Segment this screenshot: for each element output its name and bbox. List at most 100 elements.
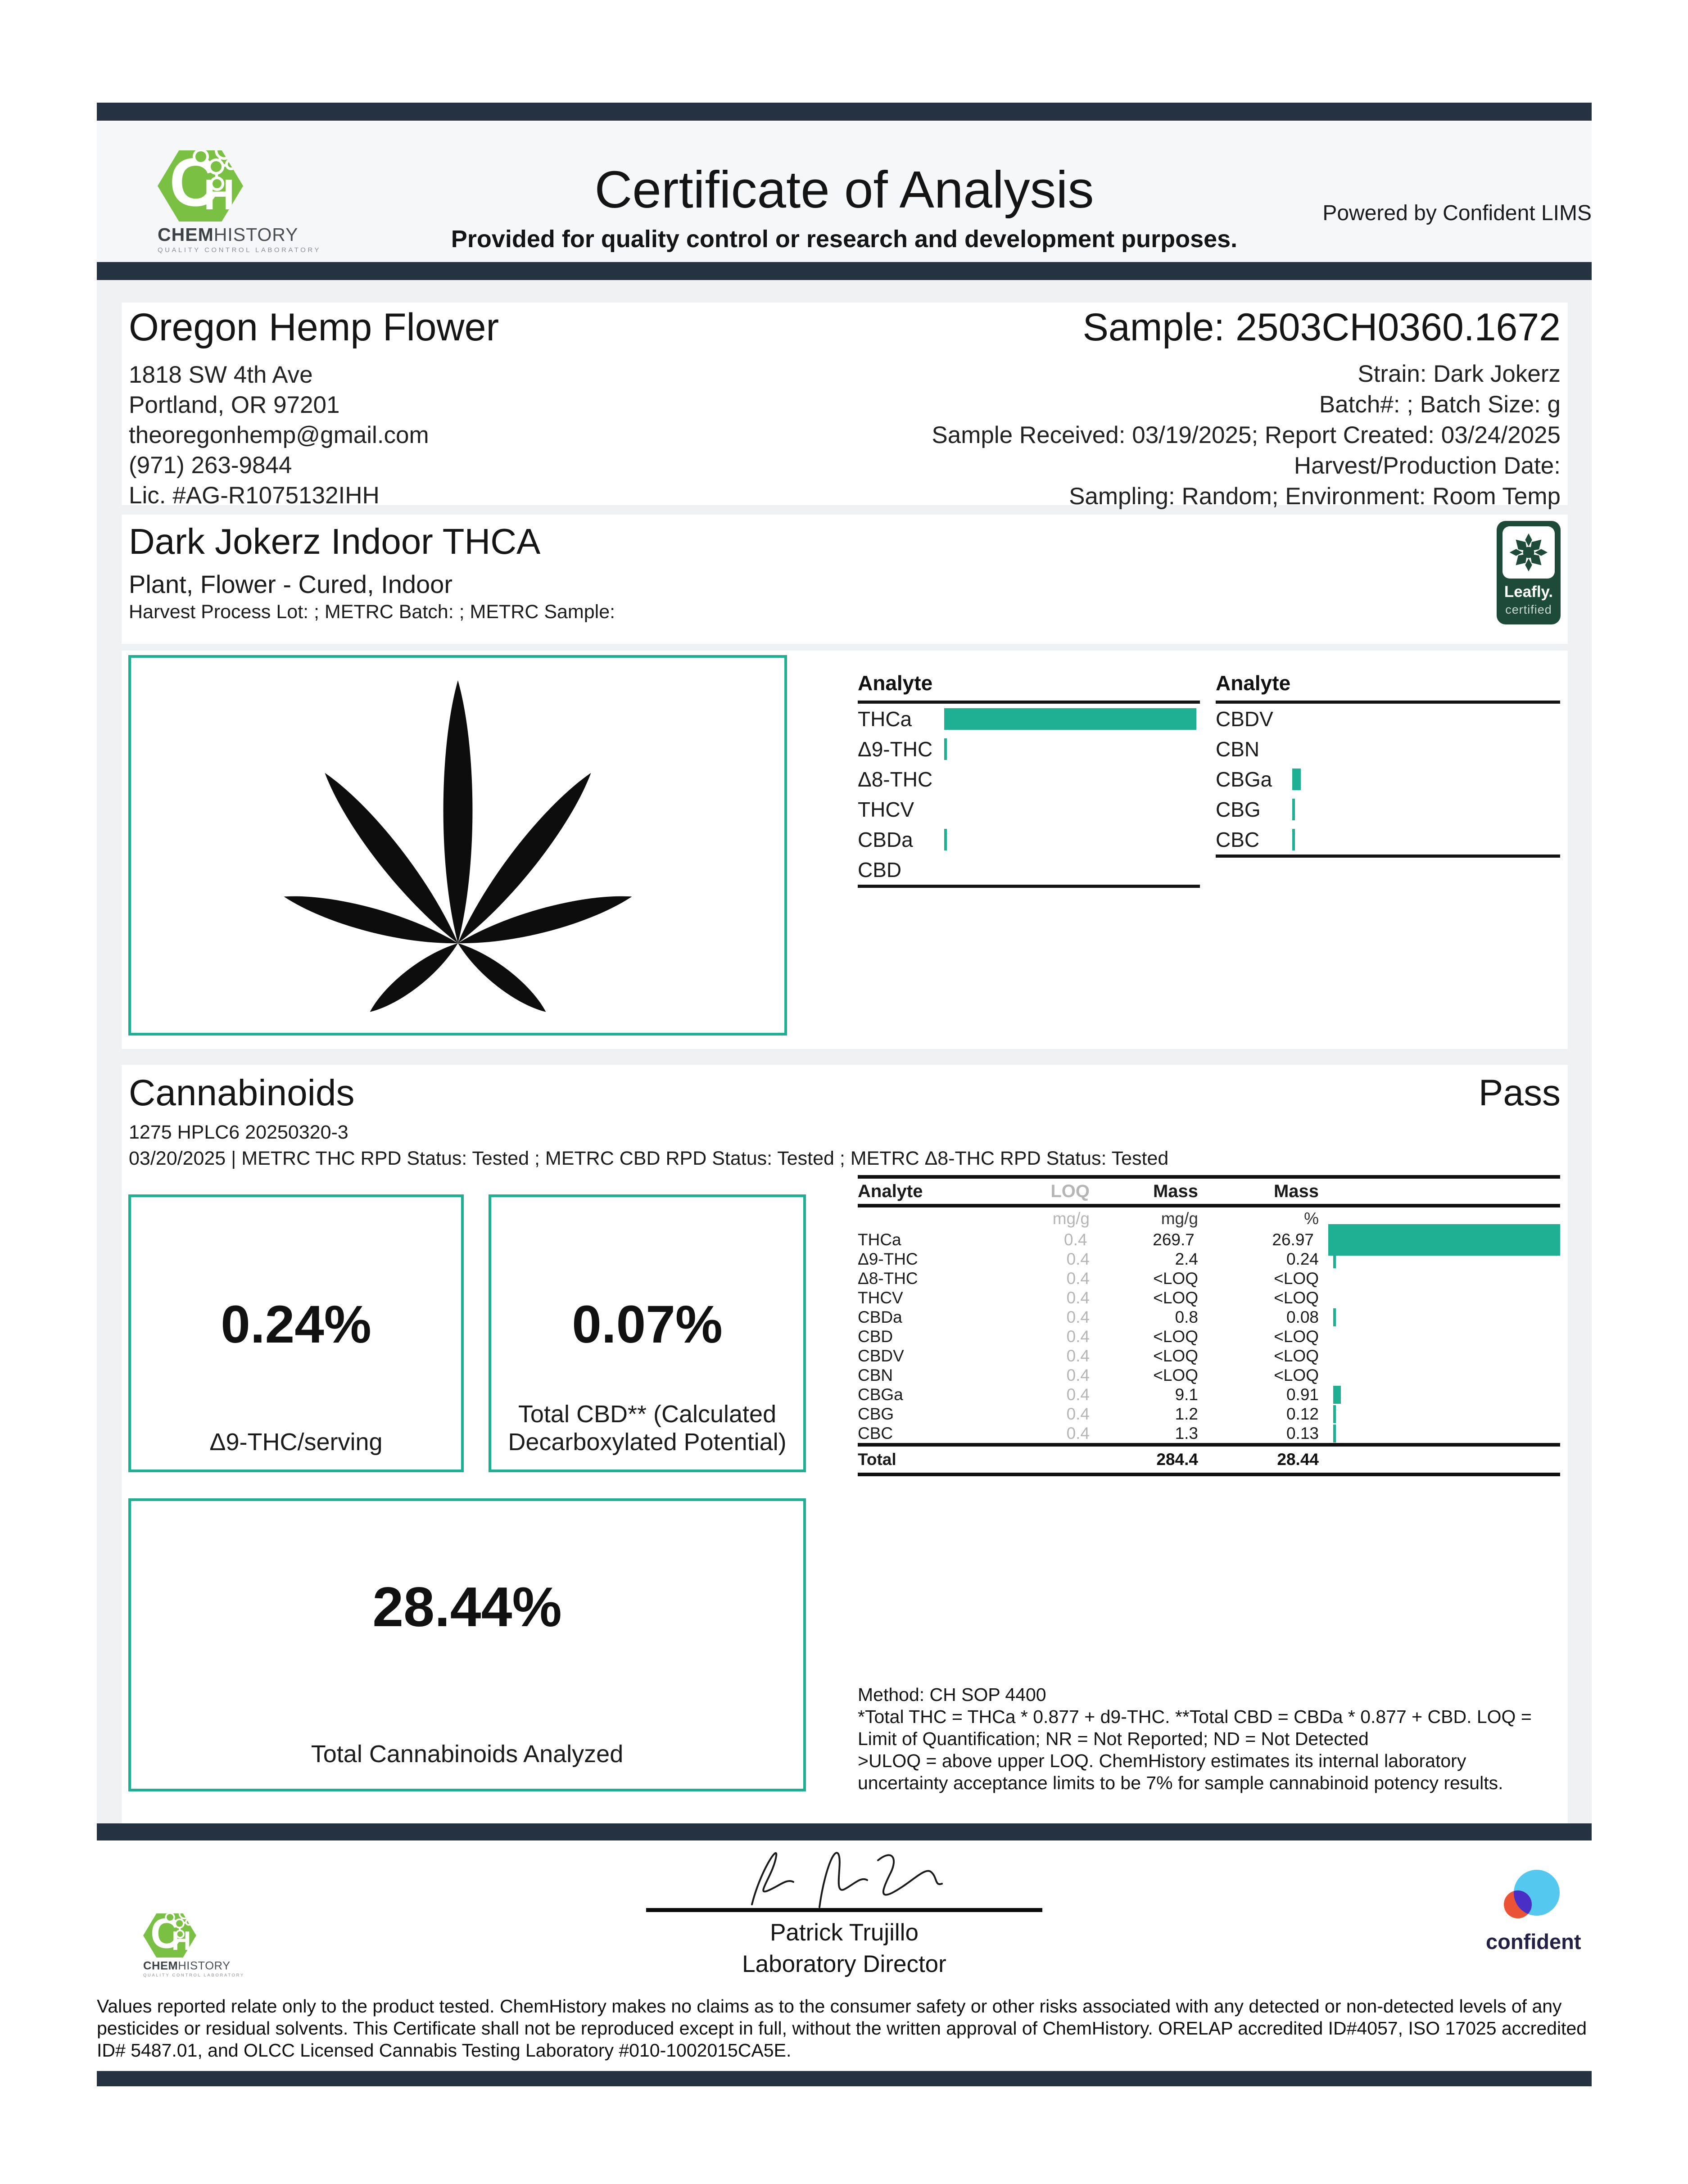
total-label: Total [858, 1450, 896, 1469]
stat-value: 0.07% [572, 1295, 723, 1354]
header-band: C H CHEMHISTORY QUALITY CONTROL LABORATO… [97, 121, 1592, 262]
cell-loq: 0.4 [1066, 1269, 1090, 1288]
analyte-label: CBN [1216, 737, 1260, 761]
analyte-overview-right-rows: CBDV CBN CBGa CBG CBC [1216, 704, 1560, 858]
table-row: Δ8-THC 0.4 <LOQ <LOQ [858, 1269, 1560, 1288]
cell-analyte: THCa [858, 1230, 901, 1249]
col-header-mass-mg: Mass [1153, 1181, 1198, 1201]
analyte-label: CBG [1216, 797, 1261, 821]
chemhistory-hexagon-icon: C H [143, 1913, 196, 1958]
cell-loq: 0.4 [1066, 1346, 1090, 1365]
client-phone: (971) 263-9844 [129, 452, 292, 479]
analyte-label: CBDa [858, 827, 913, 851]
confident-lims-icon [1504, 1870, 1560, 1918]
stat-box-total-cbd: 0.07% Total CBD** (Calculated Decarboxyl… [489, 1194, 806, 1472]
wordmark-history: HISTORY [213, 224, 299, 245]
cell-analyte: CBG [858, 1404, 894, 1423]
analyte-label: Δ8-THC [858, 767, 933, 791]
cell-loq: 0.4 [1066, 1327, 1090, 1346]
cell-mass-mg: <LOQ [1153, 1327, 1198, 1346]
unit-mass-mg: mg/g [1161, 1209, 1198, 1228]
analyte-bar [944, 708, 1196, 730]
cell-mass-mg: <LOQ [1153, 1269, 1198, 1288]
top-divider-bar [97, 103, 1592, 121]
cell-analyte: CBGa [858, 1385, 903, 1404]
stat-label: Total Cannabinoids Analyzed [311, 1741, 624, 1768]
cell-bar [1319, 1385, 1560, 1404]
product-card: Dark Jokerz Indoor THCA Plant, Flower - … [122, 515, 1568, 644]
stat-box-d9-thc-serving: 0.24% Δ9-THC/serving [128, 1194, 464, 1472]
cell-analyte: CBDa [858, 1307, 902, 1326]
analyte-bar [944, 828, 947, 850]
unit-mass-pct: % [1304, 1209, 1319, 1228]
mass-pct-bar [1333, 1424, 1336, 1442]
cell-bar [1319, 1405, 1560, 1423]
mass-pct-bar [1333, 1385, 1341, 1404]
analyte-label: THCa [858, 707, 912, 731]
leafly-certified-badge: Leafly. certified [1497, 521, 1561, 624]
signature-line [646, 1908, 1042, 1912]
confident-wordmark: confident [1486, 1930, 1581, 1953]
chemhistory-tagline: QUALITY CONTROL LABORATORY [158, 246, 321, 254]
cell-mass-pct: 0.08 [1286, 1307, 1319, 1326]
table-row: CBD 0.4 <LOQ <LOQ [858, 1327, 1560, 1346]
analyte-label: CBDV [1216, 707, 1273, 731]
disclaimer-text: Values reported relate only to the produ… [97, 1996, 1587, 2061]
table-row: Δ9-THC 0.4 2.4 0.24 [858, 1249, 1560, 1269]
analyte-label: CBGa [1216, 767, 1272, 791]
analyte-overview-row: CBG [1216, 794, 1560, 824]
table-row: CBG 0.4 1.2 0.12 [858, 1404, 1560, 1424]
col-header-analyte: Analyte [858, 1181, 923, 1201]
cell-mass-mg: 1.2 [1175, 1404, 1198, 1423]
product-type: Plant, Flower - Cured, Indoor [129, 570, 453, 598]
stat-box-total-cannabinoids: 28.44% Total Cannabinoids Analyzed [128, 1498, 806, 1791]
mass-pct-bar [1328, 1224, 1560, 1256]
product-name: Dark Jokerz Indoor THCA [129, 521, 541, 561]
client-sample-card: Oregon Hemp Flower 1818 SW 4th Ave Portl… [122, 303, 1568, 510]
sample-harvest-date: Harvest/Production Date: [1294, 452, 1561, 479]
wordmark-chem: CHEM [158, 224, 214, 245]
cell-mass-pct: <LOQ [1274, 1327, 1319, 1346]
signatory-title: Laboratory Director [742, 1951, 946, 1977]
cell-mass-pct: <LOQ [1274, 1366, 1319, 1384]
table-units-row: mg/g mg/g % [858, 1207, 1560, 1230]
table-row: CBN 0.4 <LOQ <LOQ [858, 1366, 1560, 1385]
analyte-label: Δ9-THC [858, 737, 933, 761]
cell-mass-pct: <LOQ [1274, 1288, 1319, 1307]
analyte-overview-row: CBC [1216, 824, 1560, 855]
cell-mass-pct: 26.97 [1272, 1230, 1314, 1249]
table-row: THCa 0.4 269.7 26.97 [858, 1224, 1560, 1256]
cell-mass-mg: 1.3 [1175, 1424, 1198, 1442]
table-row: CBDa 0.4 0.8 0.08 [858, 1307, 1560, 1327]
analyte-overview-row: CBN [1216, 734, 1560, 764]
stat-label: Total CBD** (Calculated Decarboxylated P… [508, 1401, 787, 1456]
analyte-overview-right: Analyte CBDV CBN CBGa CBG CBC [1216, 671, 1560, 858]
table-row: CBDV 0.4 <LOQ <LOQ [858, 1346, 1560, 1366]
analyte-overview-row: THCa [858, 704, 1200, 734]
cell-analyte: CBC [858, 1424, 893, 1442]
page-title: Certificate of Analysis [594, 160, 1094, 219]
sample-received: Sample Received: 03/19/2025; Report Crea… [932, 422, 1561, 448]
cell-loq: 0.4 [1066, 1249, 1090, 1268]
mass-pct-bar [1333, 1250, 1336, 1268]
molecule-icon [193, 150, 237, 191]
cell-mass-pct: 0.91 [1286, 1385, 1319, 1404]
unit-loq: mg/g [1052, 1209, 1090, 1228]
cell-mass-pct: 0.24 [1286, 1249, 1319, 1268]
table-body: THCa 0.4 269.7 26.97 Δ9-THC 0.4 2.4 0.24 Δ8-THC 0… [858, 1224, 1560, 1443]
cell-analyte: Δ8-THC [858, 1269, 918, 1288]
chemhistory-tagline: QUALITY CONTROL LABORATORY [143, 1973, 245, 1978]
analyte-label: CBD [858, 858, 902, 882]
instrument-line: 1275 HPLC6 20250320-3 [129, 1121, 348, 1143]
mass-pct-bar [1333, 1308, 1336, 1326]
sample-sampling: Sampling: Random; Environment: Room Temp [1069, 483, 1561, 510]
analyte-bar [1292, 828, 1295, 850]
cell-mass-mg: 269.7 [1153, 1230, 1195, 1249]
analyte-bar [1292, 768, 1301, 790]
sample-id: Sample: 2503CH0360.1672 [1082, 306, 1561, 349]
analyte-bar [944, 738, 947, 760]
molecule-icon [165, 1913, 193, 1939]
cell-analyte: CBN [858, 1366, 893, 1384]
analyte-overview-right-header: Analyte [1216, 671, 1560, 704]
bottom-bar [97, 2071, 1592, 2086]
